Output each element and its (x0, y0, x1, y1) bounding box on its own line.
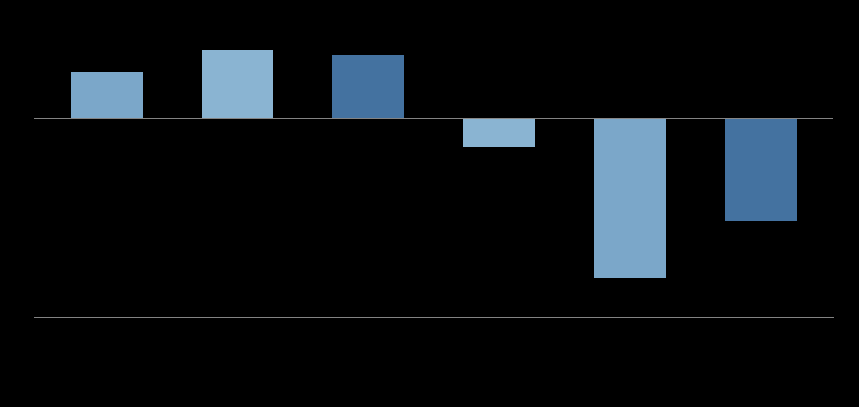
Bar (594, 118, 666, 278)
Bar (725, 118, 797, 221)
Bar (463, 118, 535, 147)
Bar (70, 72, 143, 118)
Bar (332, 55, 405, 118)
Bar (202, 50, 273, 118)
